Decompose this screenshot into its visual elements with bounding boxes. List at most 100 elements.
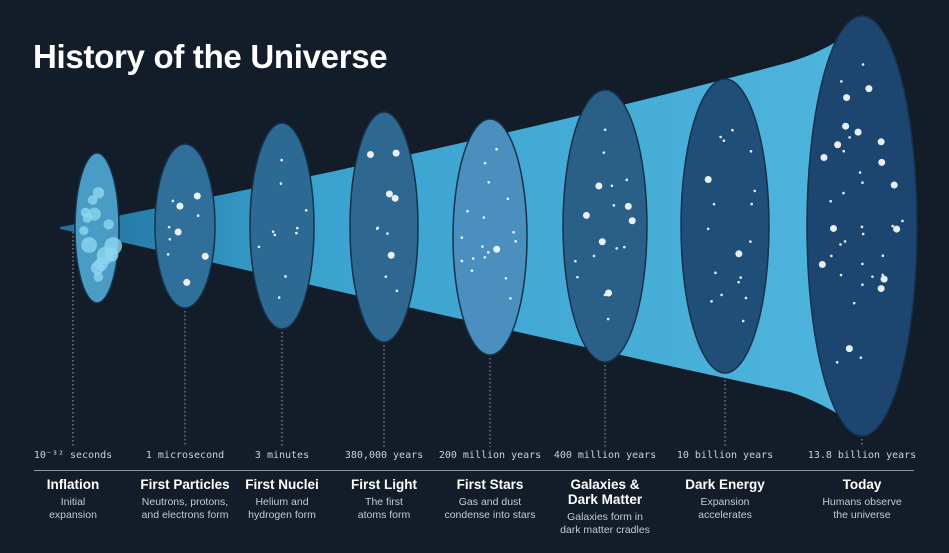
star-dot [279,182,283,185]
epoch-name: First Particles [140,477,230,492]
plasma-blob [93,272,104,282]
epoch-ellipse [249,122,315,330]
star-dot [861,63,865,66]
star-dot [296,226,299,230]
epoch-ellipse [74,152,120,304]
star-dot [712,202,716,206]
star-dot [858,171,862,174]
star-dot [861,232,865,236]
star-dot [628,217,636,225]
epoch-ellipse [562,89,648,363]
desc-line: condense into stars [444,509,536,521]
star-dot [176,202,184,210]
epoch-label: First Particles Neutrons, protons, and ele… [120,477,250,522]
star-dot [749,149,753,153]
star-dot [861,181,864,184]
star-dot [167,225,171,229]
star-dot [582,211,590,219]
star-dot [625,178,629,182]
desc-line: and electrons form [141,509,229,521]
epoch-label: Today Humans observe the universe [797,477,927,522]
star-dot [843,240,847,243]
star-dot [392,149,400,157]
plasma-blob [79,226,89,236]
star-dot [741,319,745,323]
plasma-blob [82,213,93,223]
desc-line: dark matter cradles [560,524,650,536]
star-dot [893,225,901,233]
epoch-description: Expansion accelerates [660,496,790,522]
star-dot [820,154,828,162]
star-dot [845,345,853,353]
epoch-name: First Light [351,477,417,492]
star-dot [487,180,491,184]
star-dot [598,238,606,246]
epoch-time: 380,000 years [344,450,424,461]
epoch-ellipse [680,78,770,374]
desc-line: hydrogen form [248,509,316,521]
star-dot [385,190,393,198]
star-dot [171,199,175,203]
plasma-blob [81,237,97,253]
epoch-label: First Light The first atoms form [319,477,449,522]
star-dot [504,277,508,280]
star-dot [710,300,713,303]
star-dot [843,94,851,102]
star-dot [257,245,261,249]
star-dot [881,273,884,277]
star-dot [280,158,283,162]
epoch-description: Humans observe the universe [797,496,927,522]
epoch-time: 1 microsecond [145,450,225,461]
epoch-time: 3 minutes [254,450,310,461]
epoch-label: Galaxies & Dark Matter Galaxies form in da… [540,477,670,537]
epoch-description: Neutrons, protons, and electrons form [120,496,250,522]
star-dot [610,184,614,188]
epoch-description: Helium and hydrogen form [217,496,347,522]
epoch-time: 10⁻³² seconds [33,450,113,461]
star-dot [606,317,610,321]
star-dot [860,225,864,229]
epoch-time: 10 billion years [676,450,774,461]
desc-line: accelerates [698,509,752,521]
epoch-time: 400 million years [553,450,657,461]
epoch-label: First Stars Gas and dust condense into sta… [425,477,555,522]
star-dot [386,232,389,235]
desc-line: expansion [49,509,97,521]
star-dot [871,275,874,278]
star-dot [482,216,486,219]
star-dot [839,273,843,277]
star-dot [384,275,388,278]
star-dot [506,197,510,201]
star-dot [737,280,740,284]
epoch-ellipse [154,143,216,309]
epoch-name: First Nuclei [245,477,319,492]
star-dot [615,247,618,250]
desc-line: Neutrons, protons, [141,496,229,508]
star-dot [466,209,469,213]
star-dot [603,128,607,132]
epoch-description: Galaxies form in dark matter cradles [540,511,670,537]
star-dot [495,147,498,151]
star-dot [720,293,723,297]
star-dot [574,259,577,263]
star-dot [830,254,833,258]
epoch-description: Gas and dust condense into stars [425,496,555,522]
star-dot [295,231,298,235]
star-dot [739,276,742,279]
star-dot [859,356,863,359]
star-dot [706,227,710,231]
star-dot [842,191,845,195]
page-title: History of the Universe [33,38,388,75]
star-dot [842,149,846,153]
star-dot [714,271,717,275]
star-dot [722,139,726,142]
star-dot [861,283,864,286]
star-dot [834,141,842,149]
star-dot [284,275,287,278]
star-dot [854,128,862,136]
star-dot [842,122,850,130]
epoch-name: Galaxies & Dark Matter [567,477,643,507]
star-dot [831,226,835,230]
star-dot [848,136,851,139]
